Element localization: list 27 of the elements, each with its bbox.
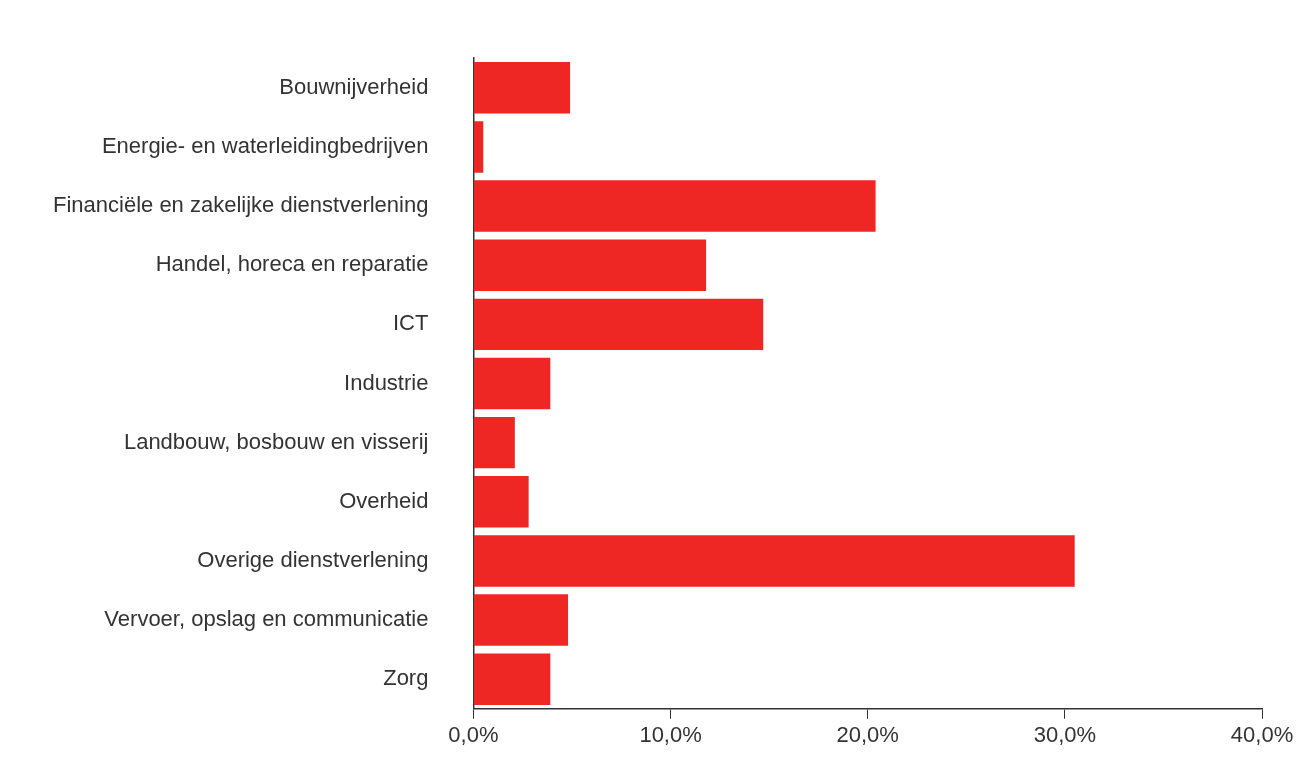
y-tick-label: Handel, horeca en reparatie xyxy=(155,251,429,277)
bar xyxy=(473,476,529,528)
bar xyxy=(473,298,764,351)
bar xyxy=(473,239,707,291)
bar xyxy=(473,121,484,173)
bar xyxy=(473,416,515,469)
y-tick-label: Bouwnijverheid xyxy=(279,73,429,99)
x-tick-label: 10,0% xyxy=(639,722,702,748)
y-tick-label: Landbouw, bosbouw en visserij xyxy=(123,428,429,454)
bar xyxy=(473,594,569,646)
bar xyxy=(473,653,551,705)
y-tick-label: Overheid xyxy=(339,487,429,513)
y-tick-label: Overige dienstverlening xyxy=(197,547,429,572)
y-tick-label: ICT xyxy=(392,310,429,336)
y-tick-label: Financiële en zakelijke dienstverlening xyxy=(52,192,429,218)
y-tick-label: Industrie xyxy=(344,369,429,395)
x-tick-label: 0,0% xyxy=(448,722,499,748)
bar xyxy=(473,357,551,410)
x-tick-label: 30,0% xyxy=(1033,722,1097,748)
bar xyxy=(473,535,1075,587)
bar xyxy=(473,62,571,114)
y-tick-label: Energie- en waterleidingbedrijven xyxy=(101,132,429,158)
x-tick-label: 40,0% xyxy=(1230,722,1294,748)
y-tick-label: Zorg xyxy=(383,665,429,691)
x-tick-label: 20,0% xyxy=(836,722,899,748)
y-tick-label: Vervoer, opslag en communicatie xyxy=(104,606,429,632)
bar xyxy=(473,180,876,232)
